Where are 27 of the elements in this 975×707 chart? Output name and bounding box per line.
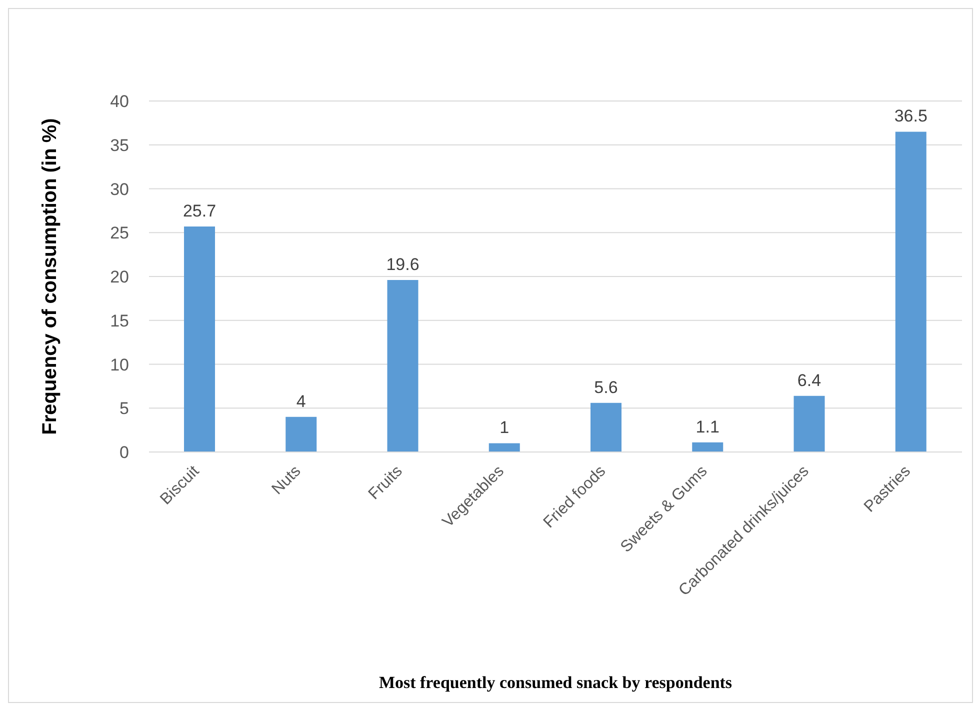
data-label: 36.5	[894, 106, 928, 126]
x-axis-title: Most frequently consumed snack by respondents	[378, 673, 732, 692]
y-tick-label: 35	[110, 136, 129, 155]
bar	[895, 132, 926, 452]
data-label: 5.6	[594, 378, 618, 397]
y-tick-label: 10	[110, 355, 129, 374]
y-tick-label: 25	[110, 224, 129, 243]
y-tick-label: 20	[110, 268, 129, 287]
data-label: 25.7	[182, 201, 216, 220]
bar	[286, 416, 317, 452]
data-label: 1	[500, 418, 510, 438]
y-tick-label: 40	[110, 92, 129, 112]
bar	[184, 226, 215, 452]
y-tick-label: 0	[120, 443, 129, 462]
y-tick-label: 15	[110, 311, 129, 330]
bar	[794, 396, 825, 452]
bar	[590, 402, 622, 452]
bar	[488, 443, 520, 452]
y-axis-title: Frequency of consumption (in %)	[39, 118, 62, 435]
data-label: 6.4	[797, 370, 822, 390]
data-label: 19.6	[386, 255, 420, 274]
y-tick-label: 30	[110, 180, 129, 199]
bar	[692, 442, 724, 452]
y-tick-label: 5	[120, 399, 129, 418]
bar	[387, 280, 418, 452]
data-label: 4	[296, 392, 306, 411]
data-label: 1.1	[696, 417, 720, 436]
